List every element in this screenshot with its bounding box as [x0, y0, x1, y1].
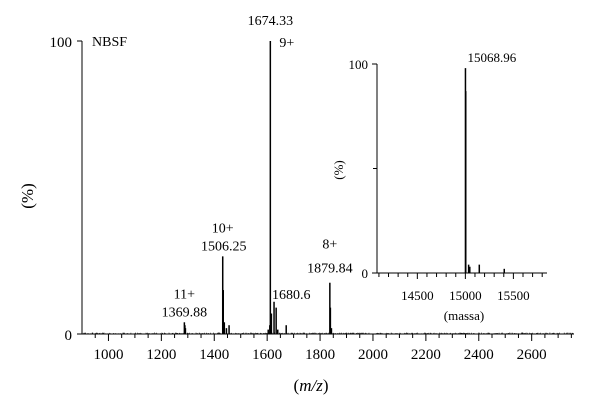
- x-tick-label: 2000: [358, 347, 388, 363]
- x-tick-label: 2600: [517, 347, 547, 363]
- peak-annotation: 1506.25: [201, 239, 247, 254]
- inset-y-tick-label: 0: [362, 266, 369, 281]
- peak-annotation: 1674.33: [248, 14, 294, 29]
- main-peaks: [82, 41, 574, 334]
- inset-x-axis-title: (massa): [444, 308, 484, 323]
- peak-annotation: 1680.6: [272, 288, 311, 303]
- inset-peaks: [464, 68, 506, 273]
- inset-peak-annotation: 15068.96: [467, 50, 516, 65]
- x-tick-label: 2400: [464, 347, 494, 363]
- peak-annotation: 9+: [279, 36, 294, 51]
- baseline-noise: [82, 332, 574, 334]
- x-tick-label: 1800: [305, 347, 335, 363]
- peak-annotation: 10+: [212, 221, 234, 236]
- main-y-axis-title: (%): [18, 183, 37, 208]
- x-tick-label: 2200: [411, 347, 441, 363]
- x-tick-label: 1000: [93, 347, 123, 363]
- inset-annotations: 15068.96: [467, 50, 516, 65]
- x-tick-label: 1400: [199, 347, 229, 363]
- inset-mass-chart: 14500 15000 15500 0 100 15068.96 (%) (massa): [331, 50, 547, 323]
- x-tick-label: 1200: [146, 347, 176, 363]
- inset-x-tick-label: 14500: [401, 288, 434, 303]
- y-tick-label: 100: [50, 35, 73, 51]
- peak-annotation: 1879.84: [307, 262, 353, 277]
- inset-x-tick-label: 15000: [449, 288, 482, 303]
- inset-axis-ticks: 14500 15000 15500 0 100: [349, 57, 543, 303]
- x-tick-label: 1600: [252, 347, 282, 363]
- main-annotations: 1674.33 9+ 10+ 1506.25 11+ 1369.88 1680.6 8+ 187…: [162, 14, 353, 320]
- inset-x-tick-label: 15500: [497, 288, 530, 303]
- series-label: NBSF: [92, 35, 127, 50]
- main-x-axis-title: (m/z): [294, 376, 329, 395]
- inset-y-tick-label: 100: [349, 57, 369, 72]
- inset-y-axis-title: (%): [331, 160, 346, 180]
- peak-annotation: 8+: [322, 238, 337, 253]
- peak-annotation: 1369.88: [162, 305, 208, 320]
- y-tick-label: 0: [65, 328, 73, 344]
- main-spectrum-chart: 1000 1200 1400 1600 1800 2000 2200 2400 26000100…: [18, 14, 574, 395]
- peak-annotation: 11+: [174, 287, 195, 302]
